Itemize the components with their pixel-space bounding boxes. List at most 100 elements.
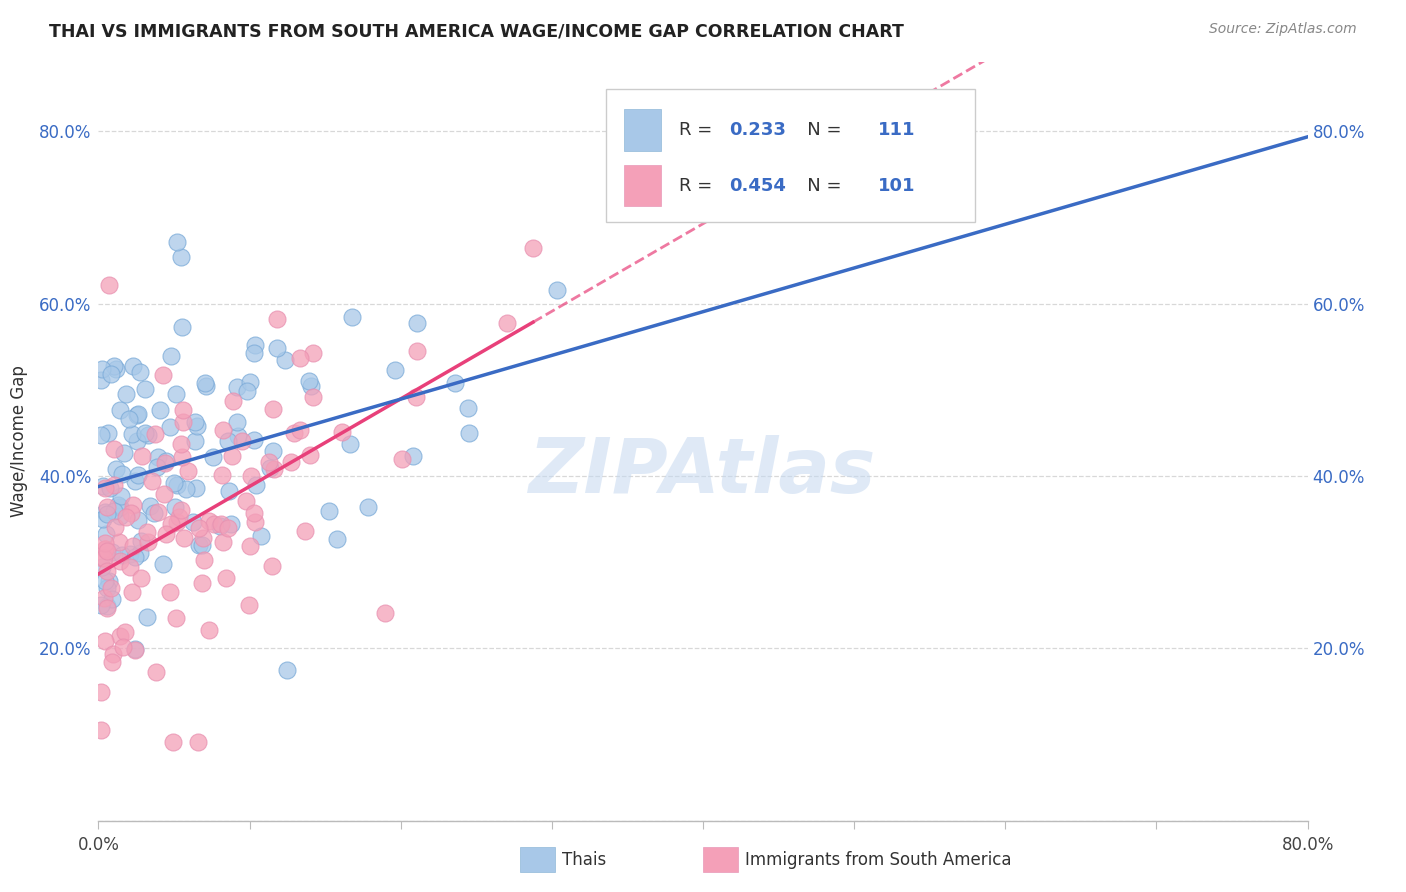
Text: Thais: Thais <box>562 851 606 869</box>
Point <box>90 560 112 574</box>
Point <box>496 316 519 330</box>
Point <box>96 599 118 614</box>
Point <box>143 426 166 441</box>
Point <box>262 402 284 417</box>
Point <box>122 359 145 373</box>
Point <box>111 640 134 655</box>
Point <box>402 449 425 463</box>
Point <box>94 535 117 549</box>
Point <box>166 235 188 249</box>
Text: 0.454: 0.454 <box>730 177 786 194</box>
Point <box>193 531 215 545</box>
Point <box>298 374 321 388</box>
FancyBboxPatch shape <box>606 89 976 221</box>
FancyBboxPatch shape <box>624 165 661 206</box>
Point <box>262 444 284 458</box>
Point <box>129 534 152 549</box>
Point <box>263 462 285 476</box>
Point <box>226 429 249 443</box>
Point <box>114 625 136 640</box>
Point <box>108 629 131 643</box>
Point <box>159 584 181 599</box>
Point <box>146 505 169 519</box>
Point <box>120 506 142 520</box>
Point <box>215 571 238 585</box>
Point <box>391 451 413 466</box>
Point <box>173 531 195 545</box>
Point <box>136 534 159 549</box>
Point <box>120 548 142 562</box>
Point <box>221 449 243 463</box>
Point <box>108 500 131 514</box>
Point <box>374 607 396 621</box>
Point <box>187 735 209 749</box>
Point <box>153 457 176 471</box>
Point <box>98 277 121 292</box>
Point <box>108 553 131 567</box>
Point <box>187 538 209 552</box>
Point <box>145 665 167 679</box>
Point <box>190 538 212 552</box>
Point <box>231 434 253 449</box>
Point <box>325 533 347 547</box>
Point <box>131 450 153 464</box>
Point <box>243 433 266 447</box>
Point <box>221 394 243 409</box>
Point <box>129 546 152 560</box>
Point <box>103 442 125 457</box>
Point <box>94 542 117 557</box>
Point <box>257 455 280 469</box>
Point <box>107 498 129 512</box>
Point <box>357 500 380 514</box>
Point <box>90 428 112 442</box>
Point <box>169 510 191 524</box>
Point <box>302 390 325 404</box>
Point <box>125 408 148 422</box>
Text: Source: ZipAtlas.com: Source: ZipAtlas.com <box>1209 22 1357 37</box>
Point <box>522 241 544 255</box>
Point <box>184 481 207 495</box>
Point <box>124 474 146 488</box>
Point <box>274 353 297 368</box>
Point <box>103 504 125 518</box>
Point <box>384 363 406 377</box>
Point <box>96 564 118 578</box>
Point <box>124 643 146 657</box>
Point <box>172 450 194 465</box>
Point <box>94 574 117 588</box>
Point <box>159 349 181 363</box>
Point <box>166 515 188 529</box>
Point <box>101 592 124 607</box>
Point <box>406 316 429 330</box>
Text: N =: N = <box>790 177 848 194</box>
Y-axis label: Wage/Income Gap: Wage/Income Gap <box>10 366 28 517</box>
Point <box>299 379 322 393</box>
Point <box>149 402 172 417</box>
Point <box>127 468 149 483</box>
Point <box>108 535 131 549</box>
Point <box>170 437 193 451</box>
Point <box>170 250 193 264</box>
Point <box>202 450 225 464</box>
Point <box>405 343 427 358</box>
Point <box>318 504 340 518</box>
Point <box>94 527 117 541</box>
Point <box>342 310 364 324</box>
Point <box>90 723 112 737</box>
Point <box>243 506 266 520</box>
Point <box>98 574 121 589</box>
Point <box>100 367 122 381</box>
Point <box>111 548 134 562</box>
Point <box>188 521 211 535</box>
Point <box>194 376 217 390</box>
Point <box>458 426 481 441</box>
Point <box>193 552 215 566</box>
Point <box>209 519 232 533</box>
Point <box>93 591 115 605</box>
Point <box>143 507 166 521</box>
Point <box>115 510 138 524</box>
Point <box>209 516 232 531</box>
Point <box>134 426 156 441</box>
Text: Immigrants from South America: Immigrants from South America <box>745 851 1012 869</box>
Point <box>294 524 316 538</box>
